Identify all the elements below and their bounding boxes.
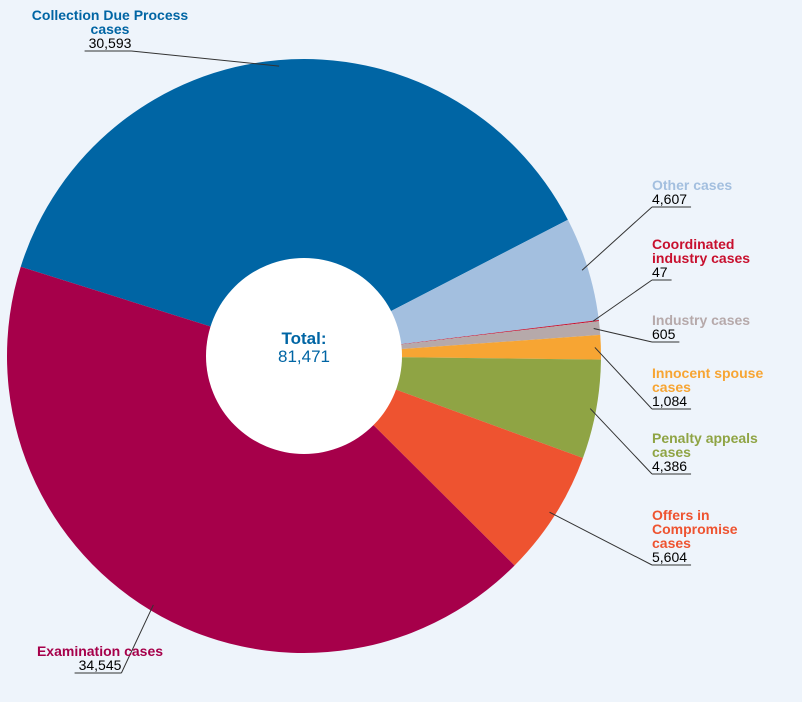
center-title: Total: — [281, 329, 327, 348]
leader-line — [592, 279, 672, 322]
leader-line — [549, 511, 692, 566]
value-label: 1,084 — [652, 393, 688, 409]
category-name: Innocent spouse cases — [652, 365, 764, 395]
slice-label: Examination cases 34,545 — [15, 644, 185, 673]
slice-label: Industry cases 605 — [652, 313, 802, 342]
category-name: Coordinated industry cases — [652, 236, 751, 266]
center-label: Total: 81,471 — [206, 330, 402, 366]
slice-label: Offers in Compromise cases 5,604 — [652, 508, 772, 565]
value-label: 34,545 — [78, 657, 122, 673]
leader-line — [594, 347, 692, 410]
value-label: 5,604 — [652, 549, 688, 565]
value-label: 605 — [652, 326, 676, 342]
slice-label: Other cases 4,607 — [652, 178, 802, 207]
slice-label: Coordinated industry cases 47 — [652, 237, 792, 280]
leader-line — [581, 206, 692, 271]
slice — [20, 59, 568, 357]
slice-label: Innocent spouse cases 1,084 — [652, 366, 777, 409]
value-label: 4,386 — [652, 458, 688, 474]
value-label: 30,593 — [88, 35, 132, 51]
category-name: Collection Due Process cases — [31, 7, 189, 37]
value-label: 47 — [652, 264, 668, 280]
category-name: Examination cases — [36, 643, 164, 659]
slice — [7, 266, 515, 653]
category-name: Industry cases — [652, 312, 751, 328]
leader-line — [593, 328, 680, 343]
center-value: 81,471 — [278, 347, 330, 366]
category-name: Offers in Compromise cases — [652, 507, 738, 551]
slice-label: Penalty appeals cases 4,386 — [652, 431, 777, 474]
leader-line — [84, 50, 280, 67]
value-label: 4,607 — [652, 191, 688, 207]
category-name: Other cases — [652, 177, 733, 193]
donut-hole — [206, 258, 402, 454]
leader-line — [589, 408, 692, 475]
slice-label: Collection Due Process cases 30,593 — [25, 8, 195, 51]
category-name: Penalty appeals cases — [652, 430, 758, 460]
leader-line — [74, 604, 154, 674]
